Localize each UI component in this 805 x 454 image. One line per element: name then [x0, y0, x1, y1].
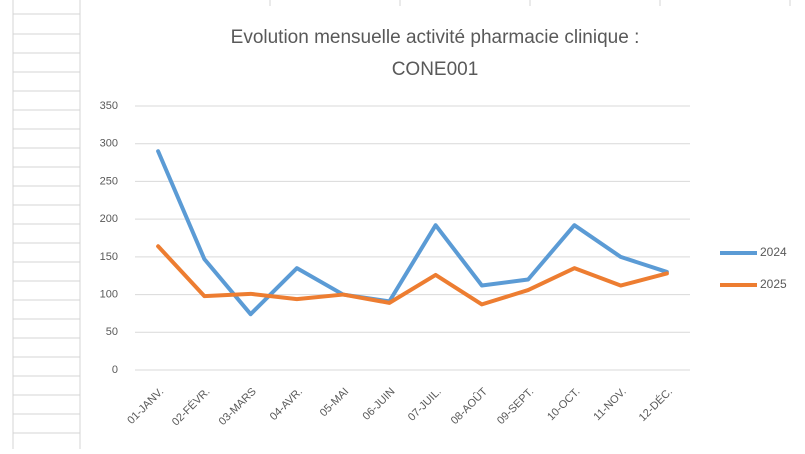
y-tick-label: 50 — [106, 326, 118, 338]
x-tick-label: 05-MAI — [318, 386, 352, 420]
x-tick-label: 12-DÉC. — [636, 385, 675, 424]
y-tick-label: 200 — [100, 213, 118, 225]
chart-title: Evolution mensuelle activité pharmacie c… — [231, 27, 640, 48]
series-line — [156, 244, 669, 307]
y-tick-label: 250 — [100, 175, 118, 187]
x-tick-label: 04-AVR. — [268, 386, 305, 423]
series-line — [156, 149, 669, 317]
y-tick-label: 350 — [100, 100, 118, 112]
x-tick-label: 11-NOV. — [591, 386, 628, 423]
legend-label: 2025 — [760, 277, 787, 291]
x-tick-label: 09-SEPT. — [495, 386, 536, 427]
spreadsheet-grid — [12, 0, 791, 449]
x-tick-label: 01-JANV. — [125, 386, 166, 427]
y-tick-label: 300 — [100, 138, 118, 150]
x-tick-label: 06-JUIN — [361, 386, 398, 423]
x-tick-label: 08-AOÛT — [448, 385, 490, 427]
y-tick-label: 100 — [100, 288, 118, 300]
x-tick-label: 03-MARS — [217, 386, 259, 428]
chart-title: CONE001 — [392, 59, 479, 80]
y-tick-label: 150 — [100, 251, 118, 263]
x-tick-label: 10-OCT. — [545, 386, 582, 423]
x-tick-label: 02-FÉVR. — [169, 385, 212, 428]
y-tick-label: 0 — [112, 364, 118, 376]
x-tick-label: 07-JUIL. — [406, 386, 444, 424]
legend-label: 2024 — [760, 245, 787, 259]
